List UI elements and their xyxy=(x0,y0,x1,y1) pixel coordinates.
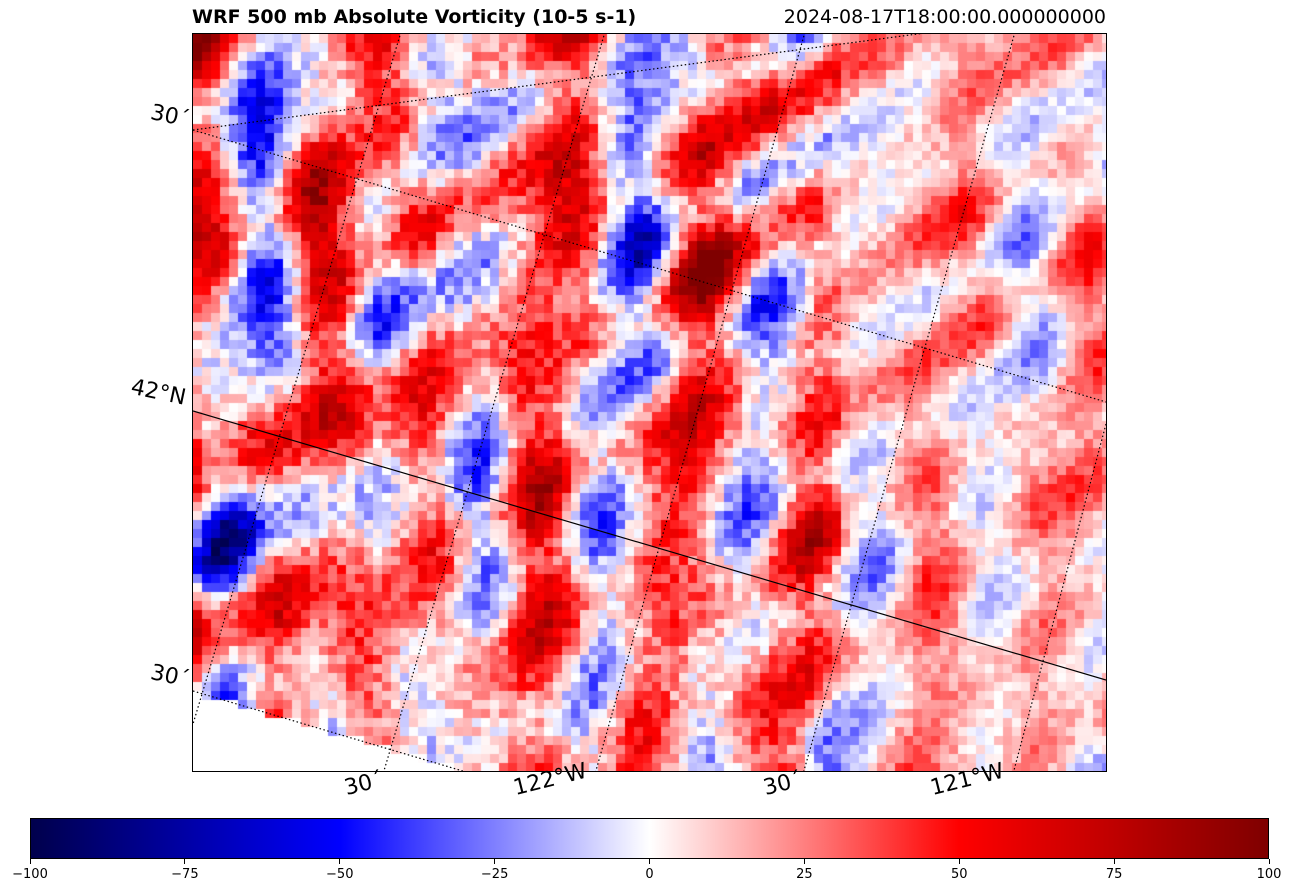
map-title: WRF 500 mb Absolute Vorticity (10-5 s-1) xyxy=(192,6,637,28)
lon-line-3 xyxy=(595,34,806,771)
lat-line-41-5 xyxy=(193,690,465,771)
lon-label-3: 30´ xyxy=(760,767,805,801)
vorticity-field xyxy=(193,34,1106,771)
lat-line-42-5b xyxy=(193,129,1106,403)
colorbar-tick-mark xyxy=(1113,859,1115,864)
colorbar-tick-mark xyxy=(649,859,650,864)
colorbar-tick-label: 0 xyxy=(645,867,654,882)
lat-line-42 xyxy=(193,410,1106,681)
colorbar-tick-label: 75 xyxy=(1105,867,1123,882)
colorbar-tick-label: −75 xyxy=(171,867,199,882)
lat-line-42-5 xyxy=(193,34,922,131)
colorbar-tick-label: −25 xyxy=(480,867,509,882)
lat-label-2: 42°N xyxy=(128,374,189,411)
colorbar-tick-mark xyxy=(494,859,496,864)
colorbar-tick-label: −100 xyxy=(12,867,48,882)
valid-time: 2024-08-17T18:00:00.000000000 xyxy=(783,6,1106,28)
lon-line-5 xyxy=(1013,423,1106,771)
colorbar-tick-mark xyxy=(1268,859,1270,864)
lon-label-1: 30´ xyxy=(341,767,386,801)
colorbar-tick-label: 25 xyxy=(796,867,813,882)
lat-label-3: 30´ xyxy=(148,660,192,693)
colorbar-tick-mark xyxy=(29,859,31,864)
colorbar-tick-mark xyxy=(184,859,186,864)
colorbar-tick-label: 50 xyxy=(950,867,968,882)
colorbar-tick-mark xyxy=(339,859,341,864)
colorbar-tick-label: 100 xyxy=(1256,867,1282,882)
vorticity-map xyxy=(192,33,1107,772)
lat-label-1: 30´ xyxy=(148,100,192,133)
colorbar-tick-mark xyxy=(958,859,960,864)
graticule xyxy=(193,34,1106,771)
colorbar-tick-label: −50 xyxy=(326,867,354,882)
lon-line-2 xyxy=(383,34,606,771)
lon-line-4 xyxy=(803,34,1016,771)
colorbar xyxy=(30,818,1269,859)
colorbar-tick-mark xyxy=(803,859,805,864)
lon-line-1 xyxy=(193,34,402,725)
